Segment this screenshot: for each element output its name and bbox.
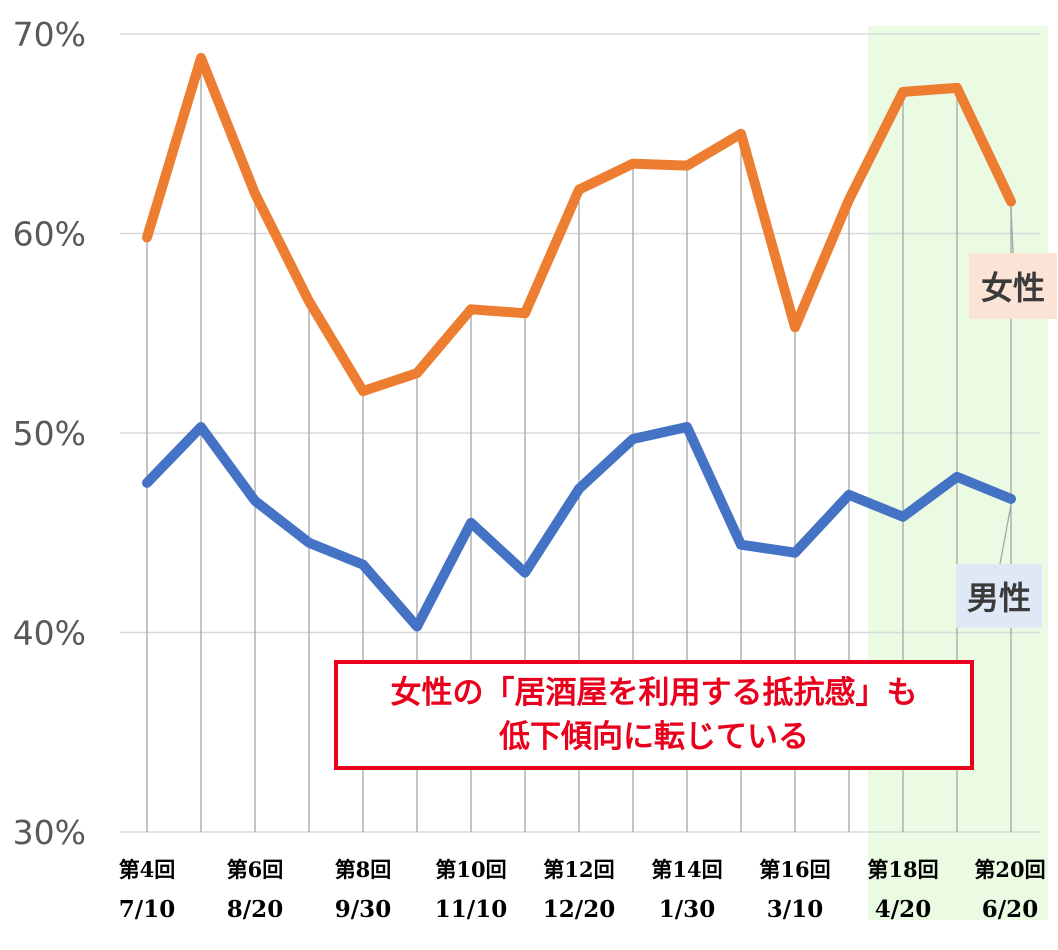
data-point	[362, 564, 364, 566]
x-tick-label-round: 第10回	[435, 857, 506, 882]
y-tick-label: 70%	[13, 15, 86, 54]
data-point	[632, 163, 634, 165]
x-tick-label-round: 第4回	[119, 857, 176, 882]
y-tick-label: 40%	[13, 614, 86, 653]
data-point	[524, 572, 526, 574]
data-point	[1010, 201, 1012, 203]
data-point	[686, 426, 688, 428]
x-tick-label-date: 1/30	[659, 896, 715, 923]
data-point	[686, 165, 688, 167]
y-tick-label: 30%	[13, 813, 86, 852]
data-point	[956, 87, 958, 89]
x-tick-label-date: 12/20	[543, 896, 615, 923]
data-point	[902, 516, 904, 518]
x-tick-label-round: 第8回	[335, 857, 392, 882]
data-point	[146, 482, 148, 484]
data-point	[1010, 498, 1012, 500]
data-point	[308, 300, 310, 302]
data-point	[740, 544, 742, 546]
x-tick-label-round: 第16回	[759, 857, 830, 882]
x-tick-label-date: 9/30	[335, 896, 391, 923]
data-point	[794, 552, 796, 554]
data-point	[740, 133, 742, 135]
x-tick-label-date: 4/20	[875, 896, 931, 923]
data-point	[416, 626, 418, 628]
data-point	[146, 236, 148, 238]
x-tick-label-date: 6/20	[982, 896, 1038, 923]
data-point	[200, 426, 202, 428]
leader-line-female	[1010, 207, 1014, 254]
data-point	[200, 57, 202, 59]
x-tick-label-date: 3/10	[767, 896, 823, 923]
x-tick-label-date: 11/10	[435, 896, 507, 923]
data-point	[416, 372, 418, 374]
annotation-box: 女性の「居酒屋を利用する抵抗感」も 低下傾向に転じている	[334, 660, 974, 770]
data-point	[848, 199, 850, 201]
x-tick-label-round: 第6回	[227, 857, 284, 882]
annotation-line-2: 低下傾向に転じている	[499, 719, 809, 755]
annotation-line-1: 女性の「居酒屋を利用する抵抗感」も	[390, 675, 918, 711]
data-point	[254, 500, 256, 502]
series-line-female	[142, 52, 1016, 397]
series-label-male: 男性	[956, 564, 1042, 628]
series-label-female: 女性	[969, 253, 1057, 319]
data-point	[956, 476, 958, 478]
x-tick-label-round: 第20回	[974, 857, 1045, 882]
data-point	[578, 488, 580, 490]
data-point	[362, 390, 364, 392]
data-point	[254, 193, 256, 195]
x-tick-label-date: 8/20	[227, 896, 283, 923]
y-tick-label: 50%	[13, 414, 86, 453]
data-point	[470, 308, 472, 310]
data-point	[902, 91, 904, 93]
data-point	[308, 542, 310, 544]
y-tick-label: 60%	[13, 215, 86, 254]
series-line-male	[142, 422, 1016, 632]
leader-line-male	[999, 504, 1012, 565]
x-tick-label-round: 第12回	[543, 857, 614, 882]
x-tick-label-round: 第18回	[867, 857, 938, 882]
data-point	[848, 494, 850, 496]
data-point	[470, 522, 472, 524]
data-point	[578, 189, 580, 191]
data-point	[632, 438, 634, 440]
x-tick-label-round: 第14回	[651, 857, 722, 882]
data-point	[794, 326, 796, 328]
x-tick-label-date: 7/10	[119, 896, 175, 923]
data-point	[524, 312, 526, 314]
